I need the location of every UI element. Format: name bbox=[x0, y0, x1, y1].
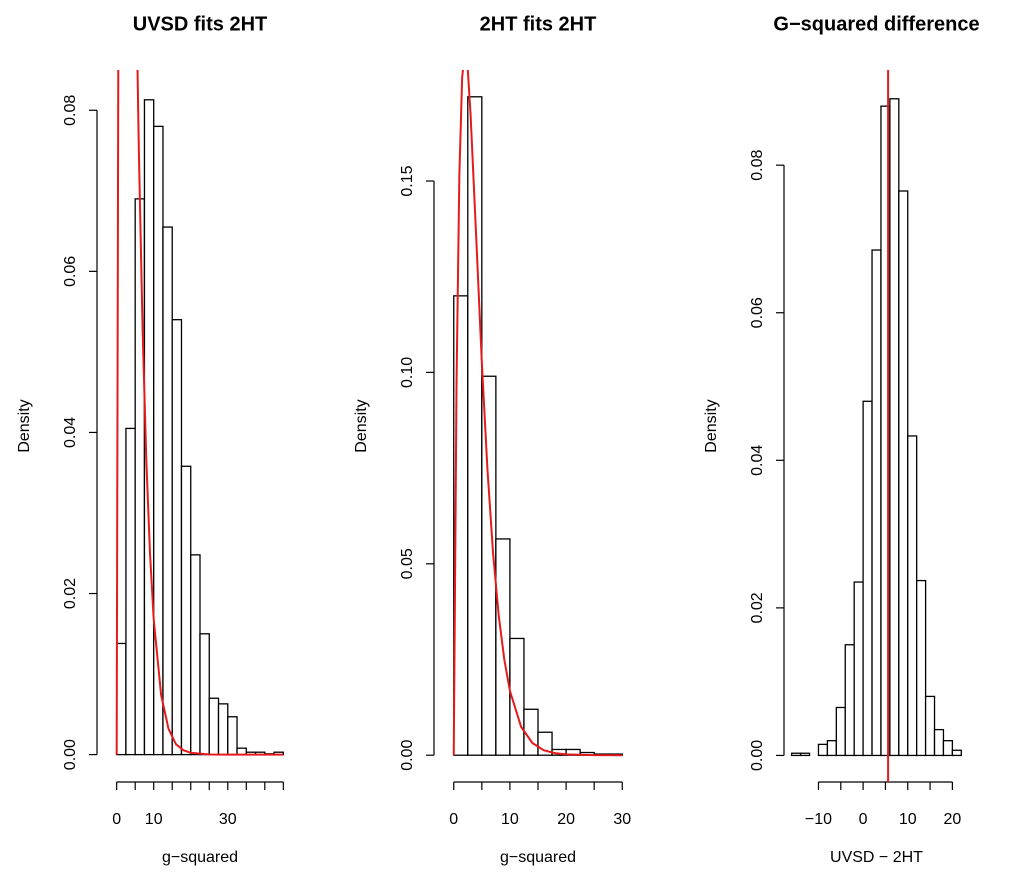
y-tick-label: 0.00 bbox=[62, 739, 79, 770]
bar bbox=[871, 249, 882, 757]
x-tick-label: 30 bbox=[219, 811, 237, 828]
bar bbox=[916, 579, 927, 757]
x-tick-label: 0 bbox=[112, 811, 121, 828]
y-axis-label: Density bbox=[16, 399, 33, 452]
bar bbox=[227, 716, 238, 756]
bar bbox=[889, 98, 900, 757]
y-tick-label: 0.00 bbox=[749, 740, 766, 771]
chart-title: 2HT fits 2HT bbox=[480, 13, 597, 35]
bar bbox=[898, 190, 909, 757]
bar bbox=[134, 198, 146, 756]
x-tick-label: 10 bbox=[899, 811, 917, 828]
y-tick-label: 0.00 bbox=[399, 740, 416, 771]
y-tick-label: 0.15 bbox=[399, 165, 416, 196]
bar bbox=[162, 226, 173, 756]
y-tick-label: 0.08 bbox=[62, 95, 79, 126]
y-tick-label: 0.04 bbox=[62, 417, 79, 448]
panel: UVSD fits 2HT g−squared Density 0.00 0.02 0.0… bbox=[16, 13, 284, 866]
x-tick-label: 10 bbox=[501, 811, 519, 828]
density-curve bbox=[115, 70, 284, 756]
y-tick-label: 0.10 bbox=[399, 357, 416, 388]
y-axis-label: Density bbox=[353, 399, 370, 452]
bar bbox=[951, 749, 962, 757]
y-tick-label: 0.04 bbox=[749, 445, 766, 476]
chart-title: G−squared difference bbox=[773, 13, 979, 35]
density-curve bbox=[452, 70, 623, 757]
bar bbox=[844, 644, 855, 757]
bar bbox=[853, 581, 864, 757]
x-tick-label: 10 bbox=[145, 811, 163, 828]
y-tick-label: 0.08 bbox=[749, 150, 766, 181]
bar bbox=[817, 743, 829, 757]
x-axis-label: UVSD − 2HT bbox=[830, 849, 923, 866]
x-tick-label: 0 bbox=[449, 811, 458, 828]
bar bbox=[942, 740, 954, 757]
x-tick-label: 0 bbox=[859, 811, 868, 828]
x-tick-label: 20 bbox=[943, 811, 961, 828]
x-tick-label: −10 bbox=[805, 811, 832, 828]
x-tick-label: 20 bbox=[557, 811, 575, 828]
bar bbox=[171, 319, 183, 756]
bar bbox=[116, 642, 127, 756]
y-tick-label: 0.05 bbox=[399, 548, 416, 579]
bar bbox=[933, 728, 945, 757]
panel: G−squared difference UVSD − 2HT Density 0.0… bbox=[703, 13, 979, 866]
y-tick-label: 0.06 bbox=[749, 297, 766, 328]
y-tick-label: 0.02 bbox=[749, 592, 766, 623]
chart-title: UVSD fits 2HT bbox=[133, 13, 267, 35]
y-axis-label: Density bbox=[703, 399, 720, 452]
x-axis-label: g−squared bbox=[500, 849, 576, 866]
x-axis-label: g−squared bbox=[162, 849, 238, 866]
bar bbox=[907, 435, 918, 757]
bar bbox=[199, 633, 210, 756]
bar bbox=[208, 697, 220, 756]
panel: 2HT fits 2HT g−squared Density 0.00 0.05 0.10… bbox=[353, 13, 631, 866]
bar bbox=[791, 752, 802, 757]
bar bbox=[180, 465, 192, 756]
x-tick-label: 30 bbox=[613, 811, 631, 828]
bar bbox=[125, 427, 136, 756]
bar bbox=[799, 752, 811, 757]
bar bbox=[826, 740, 837, 757]
y-tick-label: 0.02 bbox=[62, 578, 79, 609]
bar bbox=[190, 554, 201, 756]
y-tick-label: 0.06 bbox=[62, 256, 79, 287]
bar bbox=[862, 400, 873, 757]
bar bbox=[835, 706, 846, 757]
bar bbox=[924, 695, 936, 757]
bar bbox=[217, 703, 229, 756]
